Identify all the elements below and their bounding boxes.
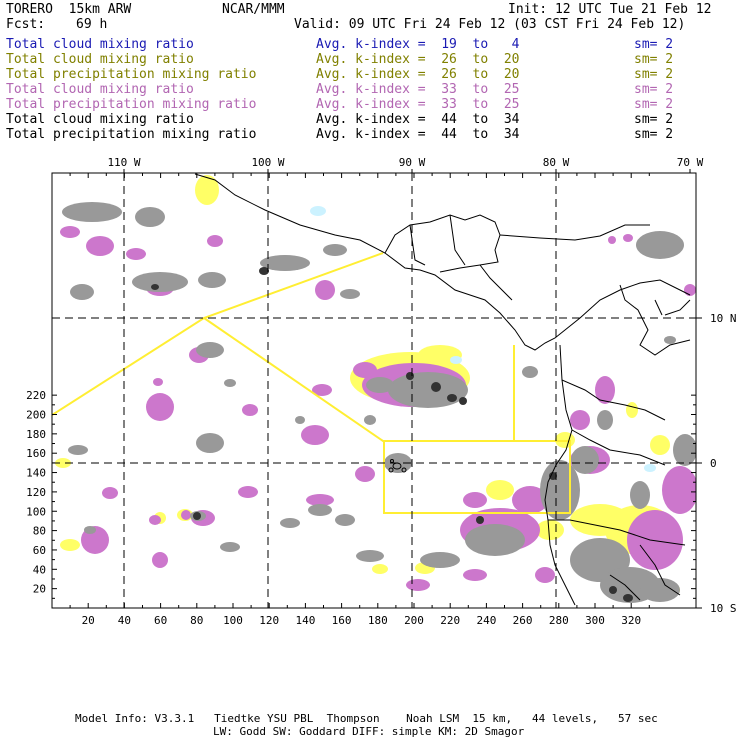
x-tick-label: 240	[476, 614, 496, 627]
axis-ticks	[52, 169, 702, 609]
x-tick-label: 160	[332, 614, 352, 627]
y-tick-label: 220	[26, 389, 46, 402]
physics-info: LW: Godd SW: Goddard DIFF: simple KM: 2D…	[213, 725, 525, 738]
y-tick-label: 40	[33, 563, 46, 576]
axis-tick-labels: 20 40 60 80 100 120 140 160 180 200 220 240 260 280 30…	[26, 156, 736, 627]
legend-index: Avg. k-index = 33 to 25	[316, 82, 520, 97]
legend-field: Total cloud mixing ratio	[6, 112, 194, 127]
y-tick-label: 80	[33, 525, 46, 538]
legend-sm: sm= 2	[634, 127, 674, 142]
model-title: TORERO 15km ARW	[6, 2, 132, 17]
plot-frame	[51, 172, 697, 609]
longitude-label: 100 W	[251, 156, 284, 169]
y-tick-label: 60	[33, 544, 46, 557]
init-time: Init: 12 UTC Tue 21 Feb 12	[508, 2, 712, 17]
y-tick-label: 200	[26, 409, 46, 422]
legend-field: Total precipitation mixing ratio	[6, 67, 257, 82]
latitude-label: 10 S	[710, 602, 737, 615]
x-tick-label: 40	[118, 614, 131, 627]
legend-sm: sm= 2	[634, 52, 674, 67]
x-tick-label: 260	[513, 614, 533, 627]
valid-time: Valid: 09 UTC Fri 24 Feb 12 (03 CST Fri …	[294, 17, 686, 32]
legend-sm: sm= 2	[634, 97, 674, 112]
legend-field: Total cloud mixing ratio	[6, 37, 194, 52]
forecast-label: Fcst:	[6, 17, 46, 32]
x-tick-label: 20	[82, 614, 95, 627]
latitude-label: 0	[710, 457, 717, 470]
x-tick-label: 60	[154, 614, 167, 627]
legend-sm: sm= 2	[634, 112, 674, 127]
x-tick-label: 200	[404, 614, 424, 627]
legend-sm: sm= 2	[634, 67, 674, 82]
legend-index: Avg. k-index = 44 to 34	[316, 127, 520, 142]
x-tick-label: 100	[223, 614, 243, 627]
legend-index: Avg. k-index = 26 to 20	[316, 52, 520, 67]
x-tick-label: 320	[621, 614, 641, 627]
model-info: Model Info: V3.3.1 Tiedtke YSU PBL Thomp…	[75, 712, 658, 725]
y-tick-label: 120	[26, 486, 46, 499]
y-tick-label: 160	[26, 447, 46, 460]
cloud-shading-cyan	[310, 206, 656, 472]
legend-field: Total cloud mixing ratio	[6, 52, 194, 67]
longitude-label: 90 W	[399, 156, 426, 169]
x-tick-label: 80	[190, 614, 203, 627]
latitude-label: 10 N	[710, 312, 737, 325]
legend-sm: sm= 2	[634, 37, 674, 52]
coastlines	[194, 173, 691, 606]
x-tick-label: 280	[549, 614, 569, 627]
nested-domain-outline	[52, 252, 571, 514]
y-tick-label: 20	[33, 583, 46, 596]
legend-field: Total precipitation mixing ratio	[6, 97, 257, 112]
y-tick-label: 140	[26, 467, 46, 480]
legend-index: Avg. k-index = 44 to 34	[316, 112, 520, 127]
legend-field: Total precipitation mixing ratio	[6, 127, 257, 142]
forecast-hour: 69 h	[76, 17, 108, 32]
legend-index: Avg. k-index = 26 to 20	[316, 67, 520, 82]
legend-sm: sm= 2	[634, 82, 674, 97]
longitude-label: 70 W	[677, 156, 704, 169]
longitude-label: 110 W	[107, 156, 140, 169]
lat-lon-grid	[52, 173, 696, 608]
legend-index: Avg. k-index = 19 to 4	[316, 37, 520, 52]
longitude-label: 80 W	[543, 156, 570, 169]
organization: NCAR/MMM	[222, 2, 285, 17]
x-tick-label: 220	[440, 614, 460, 627]
cloud-shading-dark	[151, 267, 633, 602]
x-tick-label: 300	[585, 614, 605, 627]
y-tick-label: 180	[26, 428, 46, 441]
legend-index: Avg. k-index = 33 to 25	[316, 97, 520, 112]
legend-field: Total cloud mixing ratio	[6, 82, 194, 97]
x-tick-label: 120	[259, 614, 279, 627]
y-tick-label: 100	[26, 505, 46, 518]
x-tick-label: 180	[368, 614, 388, 627]
x-tick-label: 140	[295, 614, 315, 627]
